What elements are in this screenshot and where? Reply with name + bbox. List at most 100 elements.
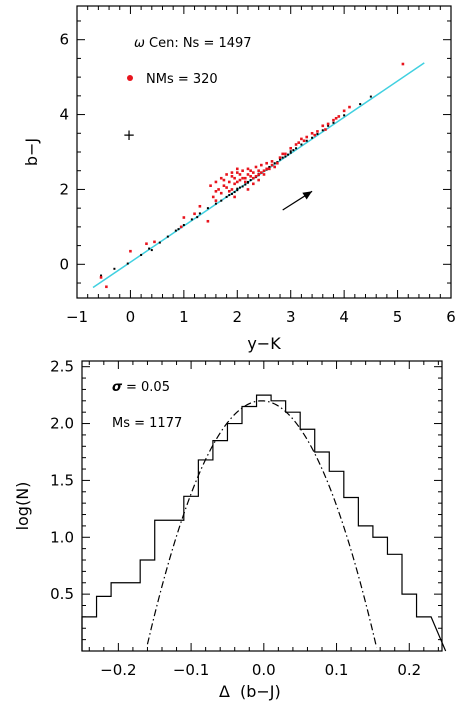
member-point — [284, 155, 287, 158]
member-point — [126, 262, 129, 265]
nonmember-point — [244, 180, 247, 184]
nonmember-point — [273, 165, 276, 169]
x-tick-label: −1 — [66, 308, 88, 326]
y-tick-label: 2.0 — [50, 415, 74, 433]
nonmember-point — [235, 180, 239, 184]
nms-annotation: NMs = 320 — [146, 72, 218, 87]
nonmember-point — [227, 190, 231, 193]
nonmember-point — [145, 242, 148, 246]
nonmember-point — [241, 169, 244, 173]
member-point — [198, 212, 201, 215]
nonmember-point — [268, 167, 271, 171]
nonmember-point — [305, 135, 309, 139]
nonmember-point — [193, 212, 196, 216]
nonmember-point — [209, 184, 212, 187]
member-point — [238, 186, 241, 189]
x-tick-label: 6 — [446, 308, 456, 326]
member-point — [327, 124, 330, 127]
nonmember-point — [214, 199, 218, 202]
histogram-plot-frame — [81, 360, 443, 652]
scatter-points — [92, 62, 425, 289]
nonmember-point — [233, 195, 236, 199]
nonmember-point — [302, 139, 306, 143]
y-tick-label: 6 — [59, 31, 69, 49]
member-point — [300, 143, 303, 146]
member-point — [321, 129, 324, 132]
histogram-steps — [81, 394, 447, 652]
nonmember-point — [270, 160, 274, 163]
member-point — [230, 192, 233, 195]
member-point — [359, 103, 362, 106]
member-point — [233, 191, 236, 194]
nonmember-point — [235, 167, 239, 171]
nonmember-point — [153, 240, 156, 244]
x-tick-label: −0.1 — [173, 661, 209, 679]
nonmember-point — [326, 122, 330, 126]
scatter-panel: −1 0 1 2 3 4 5 6 0 2 4 6 y−K b−J ω Cen: Ns = 1497 N… — [22, 5, 456, 353]
nonmember-point — [284, 152, 287, 156]
nonmember-point — [265, 167, 268, 171]
nonmember-point — [233, 176, 236, 180]
nonmember-point — [235, 171, 239, 174]
member-point — [148, 247, 151, 250]
member-point — [174, 229, 177, 232]
nonmember-point — [262, 173, 266, 176]
scatter-ticks: −1 0 1 2 3 4 5 6 0 2 4 6 — [59, 6, 456, 326]
nonmember-point — [179, 225, 183, 229]
nonmember-point — [214, 190, 218, 193]
nonmember-point — [227, 180, 231, 184]
nonmember-point — [206, 219, 210, 223]
nonmember-point — [257, 173, 260, 176]
member-point — [206, 207, 209, 210]
x-tick-label: 0 — [126, 308, 136, 326]
nonmember-point — [260, 163, 263, 167]
nonmember-point — [252, 182, 255, 186]
member-point — [241, 185, 244, 188]
nonmember-point — [249, 175, 252, 178]
nonmember-point — [238, 178, 242, 182]
member-point — [249, 179, 252, 182]
nonmember-point — [310, 131, 314, 135]
nonmember-point — [252, 171, 255, 174]
member-point — [182, 224, 185, 226]
nonmember-point — [321, 124, 325, 128]
nonmember-point — [244, 176, 247, 180]
y-tick-label: 2.5 — [50, 358, 74, 376]
nonmember-point — [129, 249, 132, 253]
member-point — [236, 189, 239, 192]
nonmember-point — [265, 161, 268, 165]
nonmember-point — [246, 173, 250, 176]
member-point — [236, 187, 239, 190]
member-point — [246, 181, 249, 184]
nonmember-point — [300, 137, 303, 141]
nonmember-point — [222, 184, 226, 187]
member-point — [214, 202, 217, 205]
sigma-annotation: = 0.05 — [126, 380, 170, 395]
nonmember-point — [401, 62, 405, 66]
nonmember-point — [278, 156, 282, 159]
nonmember-point — [316, 130, 319, 133]
member-point — [177, 228, 180, 231]
x-tick-label: 0.2 — [397, 661, 421, 679]
member-point — [140, 253, 143, 256]
x-tick-label: 0.0 — [252, 661, 276, 679]
nonmember-point — [337, 115, 341, 118]
nonmember-point — [217, 188, 220, 191]
member-point — [225, 195, 228, 198]
nonmember-point — [324, 128, 327, 131]
nonmember-point — [230, 175, 234, 178]
hist-y-axis-title: log(N) — [13, 482, 32, 531]
nonmember-point — [297, 141, 301, 144]
ns-annotation: Cen: Ns = 1497 — [149, 36, 252, 51]
nonmember-point — [249, 169, 252, 173]
error-bar-marker: + — [123, 126, 136, 144]
member-point — [244, 183, 247, 186]
member-point — [295, 147, 298, 150]
nonmember-point — [225, 173, 228, 176]
histogram-panel: −0.2 −0.1 0.0 0.1 0.2 0.5 1.0 1.5 2.0 2.5 Δ (b−J)… — [13, 358, 447, 701]
nonmember-point — [342, 109, 346, 113]
x-tick-label: 1 — [179, 308, 189, 326]
nonmember-point — [348, 105, 351, 109]
member-point — [287, 153, 290, 156]
